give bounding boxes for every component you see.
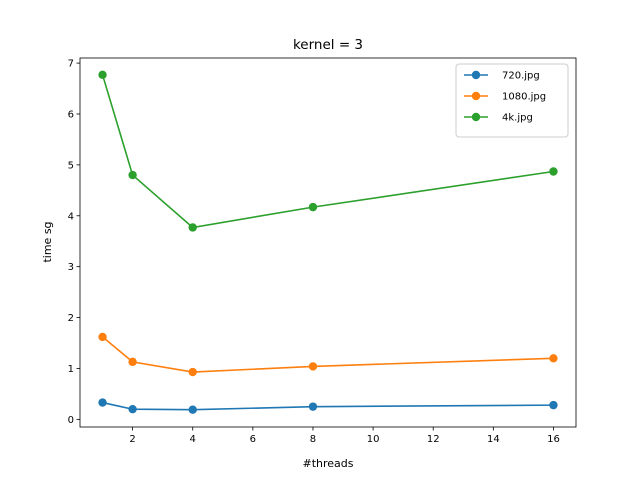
y-tick-label: 4 [68,211,74,222]
data-point [128,404,137,414]
data-point [188,223,197,232]
legend-marker [471,91,481,101]
chart-title: kernel = 3 [293,37,363,53]
series-720-jpg [98,398,558,414]
legend-marker [471,70,481,80]
data-point [549,167,558,176]
legend-entry-label: 720.jpg [502,71,540,82]
data-point [188,367,197,377]
data-point [128,357,137,367]
x-axis-label: #threads [302,457,353,470]
series-4k-jpg [98,70,558,232]
data-point [549,354,558,363]
series-layer [98,70,558,414]
data-point [98,332,107,342]
y-tick-label: 3 [68,262,74,273]
x-tick-label: 16 [547,434,560,445]
data-point [98,70,107,79]
data-point [308,402,318,411]
x-tick-label: 8 [310,434,316,445]
data-point [128,170,137,180]
legend-box [455,63,569,138]
x-tick-label: 10 [367,434,380,445]
legend-marker [471,112,481,122]
y-tick-label: 1 [68,364,74,375]
y-tick-label: 2 [68,313,74,324]
legend: 720.jpg 1080.jpg 4k.jpg [455,63,569,138]
x-tick-label: 6 [250,434,256,445]
axes-frame [79,57,577,428]
data-point [188,405,197,414]
y-tick-label: 7 [68,59,74,70]
series-1080-jpg [98,332,558,377]
x-tick-label: 14 [487,434,500,445]
y-tick-label: 0 [68,415,74,426]
x-tick-label: 4 [190,434,196,445]
data-point [98,398,107,407]
x-tick-label: 12 [427,434,440,445]
x-tick-label: 2 [129,434,135,445]
legend-entry-label: 1080.jpg [502,92,546,103]
data-point [549,400,558,410]
data-point [308,362,318,371]
y-tick-label: 5 [68,160,74,171]
y-tick-label: 6 [68,109,74,120]
data-point [308,202,318,212]
y-axis-label: time sg [41,221,54,262]
legend-entry-label: 4k.jpg [502,113,533,124]
